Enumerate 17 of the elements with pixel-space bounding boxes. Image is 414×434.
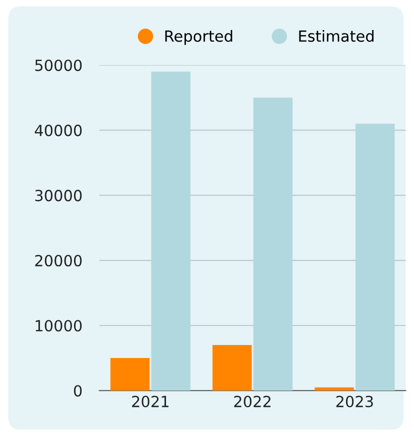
bar — [314, 387, 354, 391]
bar — [151, 72, 190, 391]
bar — [355, 124, 395, 391]
y-tick-label: 0 — [74, 385, 82, 397]
bar — [253, 98, 293, 391]
y-tick-label: 40000 — [34, 124, 82, 136]
x-tick-label: 2023 — [336, 396, 373, 408]
y-tick-label: 10000 — [36, 320, 82, 332]
legend-label: Estimated — [299, 30, 374, 42]
legend-label: Reported — [165, 30, 232, 45]
x-tick-label: 2021 — [132, 396, 168, 408]
y-tick-label: 30000 — [35, 190, 82, 202]
y-tick-label: 20000 — [35, 254, 82, 266]
bar — [212, 345, 252, 391]
y-tick-label: 50000 — [35, 60, 82, 72]
bar — [110, 358, 150, 391]
x-tick-label: 2022 — [234, 396, 270, 408]
